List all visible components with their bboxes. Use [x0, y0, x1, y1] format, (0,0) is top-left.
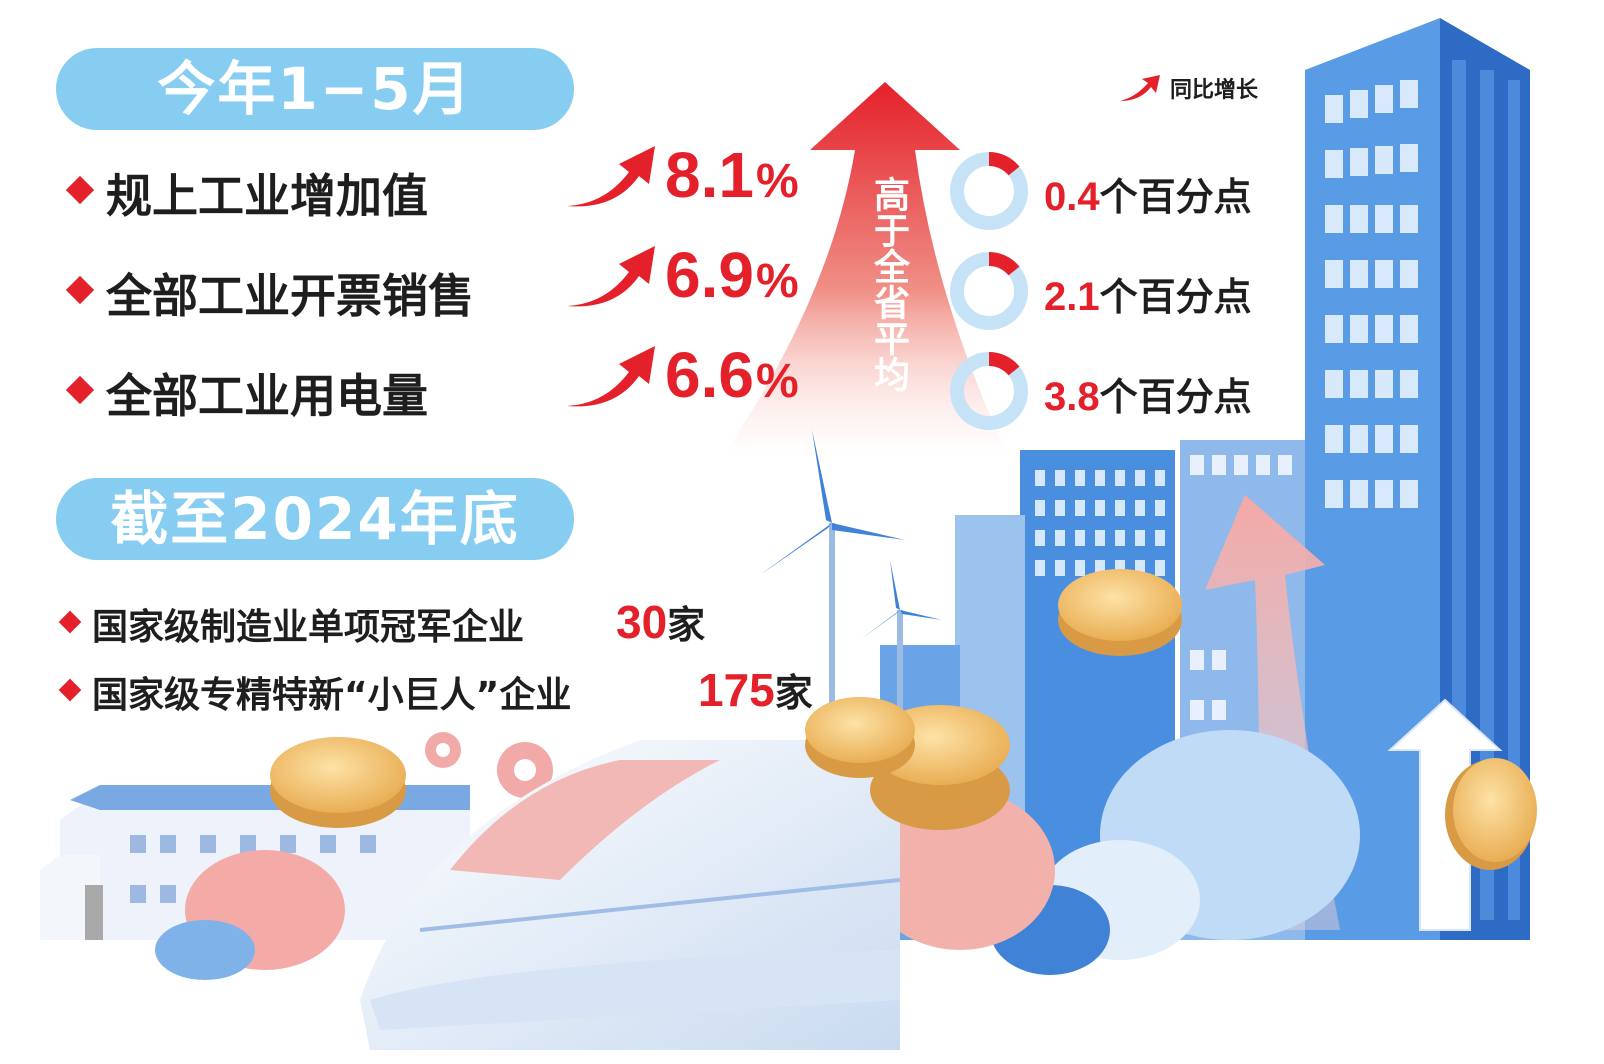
ring-gauge-icon: [950, 351, 1028, 430]
gear-icons: [425, 732, 553, 798]
indicator-label-2: 全部工业开票销售: [106, 269, 474, 323]
above-average-3: 3.8个百分点: [1044, 375, 1252, 419]
indicator-label-1: 规上工业增加值: [106, 169, 428, 223]
red-up-arrow-icon: [1120, 75, 1160, 101]
legend-label: 同比增长: [1170, 78, 1259, 103]
growth-arrow-icon: [567, 146, 655, 207]
indicator-label-3: 全部工业用电量: [106, 369, 428, 423]
enterprise-label-2: 国家级专精特新“小巨人”企业: [92, 675, 572, 716]
ring-gauge-icon: [950, 251, 1028, 330]
enterprise-label-1: 国家级制造业单项冠军企业: [92, 607, 525, 648]
indicator-value-3: 6.6%: [665, 339, 799, 411]
indicator-value-1: 8.1%: [665, 139, 799, 211]
enterprise-count-2: 175家: [698, 664, 813, 716]
tall-tower: [1305, 18, 1530, 940]
period-title-2: 截至2024年底: [56, 478, 574, 560]
growth-arrow-icon: [567, 246, 655, 307]
above-average-2: 2.1个百分点: [1044, 275, 1252, 319]
legend: 同比增长: [1118, 72, 1258, 104]
big-red-up-arrow: [720, 82, 1010, 460]
ring-gauge-icon: [950, 151, 1028, 230]
bullet-train: [360, 740, 901, 1050]
above-average-1: 0.4个百分点: [1044, 175, 1252, 219]
period-title-1: 今年1−5月: [56, 48, 574, 130]
indicator-value-2: 6.9%: [665, 239, 799, 311]
comparison-label: 高于全省平均: [868, 176, 909, 392]
coins: [270, 569, 1537, 870]
growth-arrow-icon: [567, 346, 655, 407]
bushes: [155, 730, 1360, 980]
enterprise-count-1: 30家: [616, 596, 706, 648]
wind-turbines: [829, 523, 903, 720]
